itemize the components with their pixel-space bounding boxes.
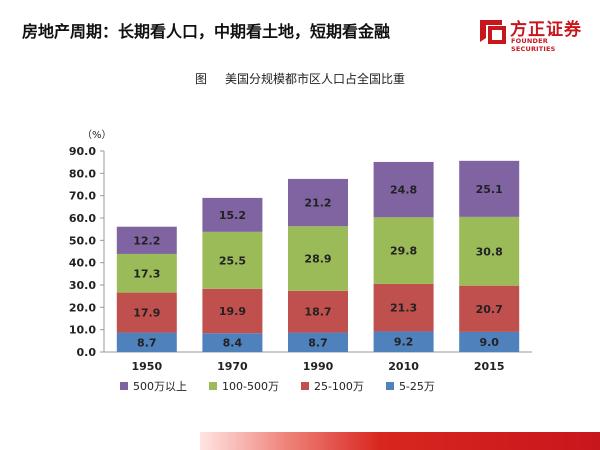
footer-accent-bar bbox=[200, 432, 600, 450]
y-tick-label: 80.0 bbox=[69, 167, 96, 180]
data-label: 8.7 bbox=[308, 336, 328, 349]
y-tick-label: 70.0 bbox=[69, 190, 96, 203]
data-label: 25.1 bbox=[476, 183, 503, 196]
bar-segment bbox=[373, 217, 434, 284]
data-label: 18.7 bbox=[304, 306, 331, 319]
company-logo: 方正证券 FOUNDER SECURITIES bbox=[478, 14, 588, 53]
legend-label: 25-100万 bbox=[313, 380, 364, 393]
data-label: 12.2 bbox=[133, 234, 160, 247]
x-tick-label: 2015 bbox=[474, 360, 505, 373]
figure-caption-text: 美国分规模都市区人口占全国比重 bbox=[225, 72, 406, 86]
bar-segment bbox=[288, 332, 348, 352]
y-tick-label: 40.0 bbox=[69, 257, 96, 270]
data-label: 8.7 bbox=[137, 336, 157, 349]
legend-swatch bbox=[120, 382, 128, 390]
data-label: 28.9 bbox=[304, 253, 331, 266]
data-label: 21.2 bbox=[304, 197, 331, 210]
data-label: 9.0 bbox=[479, 336, 499, 349]
bar-segment bbox=[116, 332, 177, 352]
slide-title: 房地产周期：长期看人口，中期看土地，短期看金融 bbox=[22, 22, 391, 41]
data-label: 29.8 bbox=[390, 245, 417, 258]
bar-segment bbox=[459, 216, 520, 286]
data-label: 21.3 bbox=[390, 302, 417, 315]
bar-segment bbox=[116, 292, 177, 333]
y-tick-label: 20.0 bbox=[69, 301, 96, 314]
legend-item: 5-25万 bbox=[385, 378, 435, 394]
bar-segment bbox=[202, 231, 263, 289]
bar-segment bbox=[202, 333, 263, 352]
y-tick-label: 90.0 bbox=[69, 145, 96, 158]
bar-segment bbox=[288, 178, 348, 227]
bar-segment bbox=[288, 290, 348, 333]
legend-label: 100-500万 bbox=[222, 380, 279, 393]
legend-label: 500万以上 bbox=[133, 380, 187, 393]
y-unit-label: （%） bbox=[82, 129, 112, 141]
bar-segment bbox=[373, 161, 434, 218]
bar-segment bbox=[116, 226, 177, 254]
legend-item: 25-100万 bbox=[300, 378, 364, 394]
data-label: 30.8 bbox=[476, 245, 503, 258]
y-tick-label: 30.0 bbox=[69, 279, 96, 292]
figure-caption: 图 美国分规模都市区人口占全国比重 bbox=[0, 70, 600, 87]
bar-segment bbox=[202, 197, 263, 232]
data-label: 15.2 bbox=[219, 209, 246, 222]
x-tick-label: 1970 bbox=[217, 360, 248, 373]
y-tick-label: 50.0 bbox=[69, 234, 96, 247]
data-label: 19.9 bbox=[219, 305, 246, 318]
bar-segment bbox=[459, 160, 520, 217]
data-label: 20.7 bbox=[476, 303, 503, 316]
logo-name-cn: 方正证券 bbox=[510, 20, 582, 40]
figure-label: 图 bbox=[194, 72, 207, 86]
founder-logo-icon bbox=[480, 20, 506, 44]
bar-segment bbox=[373, 283, 434, 332]
x-tick-label: 2010 bbox=[388, 360, 419, 373]
data-label: 8.4 bbox=[223, 337, 243, 350]
chart-legend: 500万以上 100-500万 25-100万 5-25万 bbox=[120, 378, 457, 394]
legend-swatch bbox=[300, 382, 309, 390]
bar-segment bbox=[373, 331, 434, 352]
legend-item: 500万以上 bbox=[120, 378, 187, 394]
data-label: 9.2 bbox=[394, 336, 414, 349]
legend-item: 100-500万 bbox=[209, 378, 279, 394]
data-label: 17.9 bbox=[133, 307, 160, 320]
y-tick-label: 0.0 bbox=[77, 346, 97, 359]
data-label: 25.5 bbox=[219, 254, 246, 267]
stacked-bar-chart: 0.0 10.0 20.0 30.0 40.0 50.0 60.0 70.0 80.0 90.0 （… bbox=[69, 129, 532, 373]
bar-segment bbox=[116, 253, 177, 293]
legend-label: 5-25万 bbox=[398, 380, 435, 393]
bar-segment bbox=[288, 226, 348, 291]
y-tick-label: 10.0 bbox=[69, 324, 96, 337]
bar-segment bbox=[202, 288, 263, 334]
data-label: 17.3 bbox=[133, 267, 160, 280]
bar-segment bbox=[459, 331, 520, 352]
legend-swatch bbox=[385, 382, 394, 390]
bar-segment bbox=[459, 285, 520, 332]
y-tick-label: 60.0 bbox=[69, 212, 96, 225]
data-label: 24.8 bbox=[390, 184, 417, 197]
x-tick-label: 1950 bbox=[131, 360, 162, 373]
logo-name-en: FOUNDER SECURITIES bbox=[511, 37, 556, 53]
x-tick-label: 1990 bbox=[303, 360, 334, 373]
legend-swatch bbox=[209, 382, 217, 390]
